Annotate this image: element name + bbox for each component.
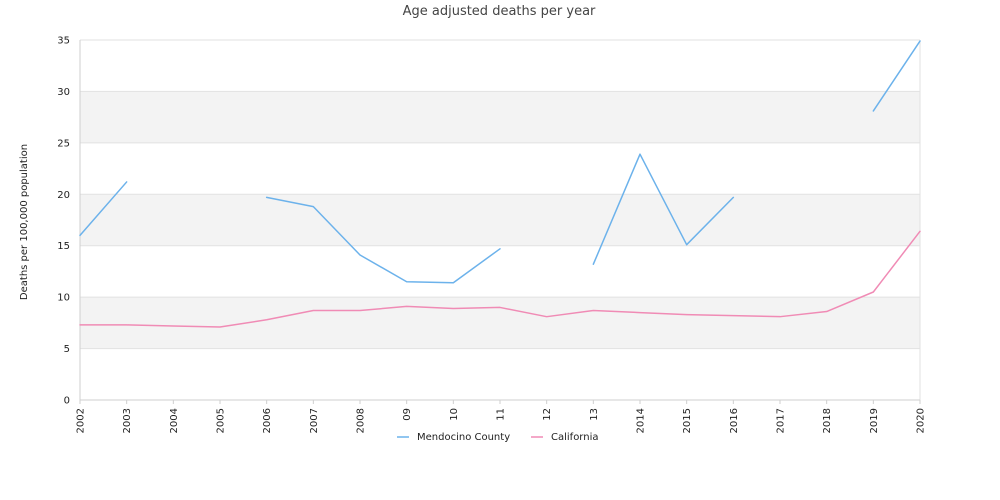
x-tick-label: 2019 — [869, 408, 880, 433]
x-tick-label: 2008 — [356, 408, 367, 433]
legend-item-california[interactable]: California — [531, 432, 599, 443]
y-tick-label: 35 — [57, 36, 70, 47]
y-tick-label: 10 — [57, 293, 70, 304]
series-line-segment — [265, 196, 501, 284]
x-tick-label: 10 — [449, 408, 460, 421]
legend: Mendocino County California — [397, 432, 599, 443]
x-tick-label: 2018 — [822, 408, 833, 433]
x-tick-label: 2015 — [682, 408, 693, 433]
series-line-segment — [79, 230, 921, 328]
grid-band — [80, 194, 920, 246]
x-tick-labels: 2002 2003 2004 2005 2006 2007 2008 09 10 11 12 13 20… — [76, 408, 927, 433]
x-tick-label: 2003 — [122, 408, 133, 433]
y-tick-label: 30 — [57, 87, 70, 98]
y-tick-labels: 0 5 10 15 20 25 30 35 — [57, 36, 70, 407]
x-tick-label: 2002 — [76, 408, 87, 433]
series-1 — [79, 230, 921, 328]
y-tick-label: 20 — [57, 190, 70, 201]
series-0 — [79, 40, 921, 284]
legend-item-mendocino[interactable]: Mendocino County — [397, 432, 510, 443]
series-line-segment — [79, 181, 128, 237]
x-tick-label: 2016 — [729, 408, 740, 433]
y-tick-label: 5 — [64, 344, 70, 355]
grid-band — [80, 91, 920, 143]
x-tick-label: 11 — [496, 408, 507, 421]
grid-bands — [80, 91, 920, 349]
x-tick-label: 2020 — [916, 408, 927, 433]
x-tick-label: 2007 — [309, 408, 320, 433]
x-tick-label: 2005 — [216, 408, 227, 433]
y-tick-label: 15 — [57, 241, 70, 252]
x-tick-label: 2006 — [262, 408, 273, 433]
legend-label-california: California — [551, 432, 599, 443]
x-tick-label: 13 — [589, 408, 600, 421]
x-tick-label: 2014 — [636, 408, 647, 433]
axes — [79, 40, 921, 404]
grid-lines — [80, 39, 920, 401]
series-line-segment — [872, 40, 921, 112]
x-tick-label: 2017 — [776, 408, 787, 433]
series-line-segment — [592, 153, 735, 265]
y-tick-label: 0 — [64, 396, 70, 407]
x-tick-label: 09 — [402, 408, 413, 421]
series-lines — [79, 40, 921, 328]
chart-title: Age adjusted deaths per year — [403, 4, 596, 19]
y-tick-label: 25 — [57, 138, 70, 149]
y-axis-label: Deaths per 100,000 population — [19, 144, 30, 300]
x-tick-label: 12 — [542, 408, 553, 421]
grid-band — [80, 297, 920, 349]
x-tick-label: 2004 — [169, 408, 180, 433]
legend-label-mendocino: Mendocino County — [417, 432, 510, 443]
